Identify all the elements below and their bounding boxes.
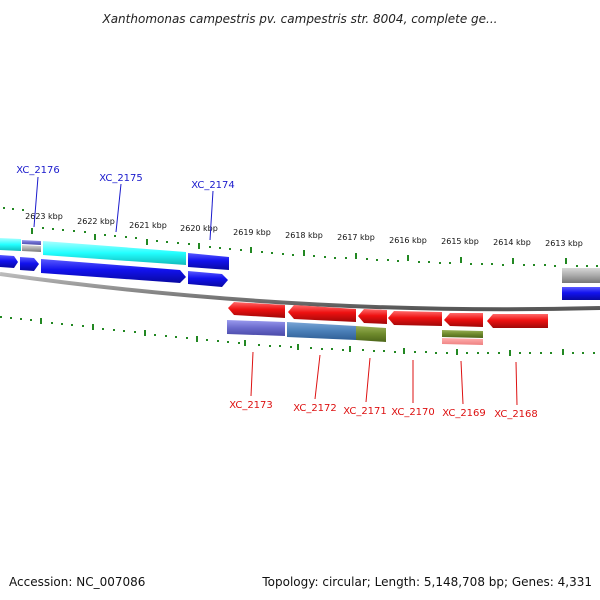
gene-label-xc2172[interactable]: XC_2172: [293, 403, 337, 414]
reverse-label-lines: [250, 351, 518, 406]
gene-feature[interactable]: [358, 309, 387, 324]
gene-feature[interactable]: [0, 255, 18, 268]
tick-label: 2618 kbp: [285, 231, 323, 240]
gene-feature[interactable]: [43, 241, 186, 265]
gene-label-xc2176[interactable]: XC_2176: [16, 165, 60, 176]
gene-label-xc2168[interactable]: XC_2168: [494, 409, 538, 420]
gene-feature[interactable]: [22, 240, 41, 245]
gene-feature[interactable]: [356, 326, 386, 342]
forward-label-lines: [33, 176, 214, 241]
tick-label: 2623 kbp: [25, 212, 63, 221]
gene-label-xc2169[interactable]: XC_2169: [442, 408, 486, 419]
gene-label-xc2174[interactable]: XC_2174: [191, 180, 235, 191]
gene-feature[interactable]: [22, 245, 41, 252]
tick-label: 2621 kbp: [129, 221, 167, 230]
map-title: Xanthomonas campestris pv. campestris st…: [101, 12, 497, 26]
gene-feature[interactable]: [487, 314, 548, 328]
tick-label: 2620 kbp: [180, 224, 218, 233]
gene-feature[interactable]: [227, 320, 285, 336]
tick-label: 2613 kbp: [545, 239, 583, 248]
gene-label-xc2173[interactable]: XC_2173: [229, 400, 273, 411]
gene-feature[interactable]: [444, 313, 483, 327]
genome-backbone: [0, 272, 600, 312]
gene-feature[interactable]: [288, 305, 356, 322]
gene-feature[interactable]: [562, 287, 600, 300]
top-tick-ring: [3, 207, 598, 267]
gene-feature[interactable]: [41, 259, 186, 283]
gene-feature[interactable]: [287, 322, 356, 340]
gene-feature[interactable]: [562, 268, 600, 283]
accession-text: Accession: NC_007086: [9, 575, 145, 589]
gene-feature[interactable]: [188, 253, 229, 270]
tick-label: 2617 kbp: [337, 233, 375, 242]
tick-label: 2614 kbp: [493, 238, 531, 247]
forward-gene-labels: XC_2176 XC_2175 XC_2174: [16, 165, 235, 191]
tick-label: 2615 kbp: [441, 237, 479, 246]
gene-feature[interactable]: [442, 330, 483, 338]
tick-label: 2616 kbp: [389, 236, 427, 245]
reverse-gene-labels: XC_2173 XC_2172 XC_2171 XC_2170 XC_2169 …: [229, 400, 538, 420]
gene-label-xc2171[interactable]: XC_2171: [343, 406, 387, 417]
gene-label-xc2170[interactable]: XC_2170: [391, 407, 435, 418]
gene-feature[interactable]: [0, 238, 21, 251]
gene-label-xc2175[interactable]: XC_2175: [99, 173, 143, 184]
bottom-tick-ring: [0, 316, 595, 356]
gene-feature[interactable]: [228, 302, 285, 318]
tick-label: 2619 kbp: [233, 228, 271, 237]
gene-feature[interactable]: [442, 338, 483, 345]
gene-feature[interactable]: [20, 257, 39, 271]
genome-summary-text: Topology: circular; Length: 5,148,708 bp…: [261, 575, 592, 589]
gene-feature[interactable]: [388, 311, 442, 326]
tick-label: 2622 kbp: [77, 217, 115, 226]
gene-feature[interactable]: [188, 271, 228, 287]
reverse-features: [227, 302, 548, 345]
forward-features: [0, 238, 600, 300]
tick-labels: 2623 kbp 2622 kbp 2621 kbp 2620 kbp 2619…: [25, 212, 583, 248]
